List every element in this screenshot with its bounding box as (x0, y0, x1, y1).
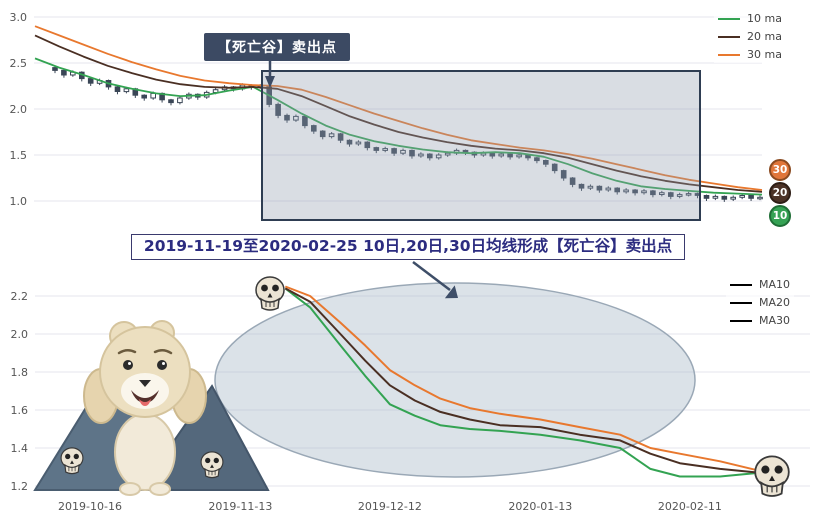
callout-arrow-icon (265, 61, 275, 88)
legend-label-30ma: 30 ma (747, 48, 782, 61)
legend-item-20ma: 20 ma (718, 30, 782, 43)
ma20-end-badge: 20 (769, 182, 791, 204)
bottom-ma10-line (284, 287, 760, 478)
ma10-line (34, 57, 763, 196)
y-tick-label: 2.0 (11, 328, 29, 341)
summary-banner: 2019-11-19至2020-02-25 10日,20日,30日均线形成【死亡… (0, 234, 816, 260)
ma10-line-swatch (730, 283, 752, 286)
x-tick-label: 2020-02-11 (658, 500, 722, 513)
legend-label-ma10: MA10 (759, 278, 791, 291)
y-tick-label: 3.0 (10, 11, 28, 24)
bottom-ma20-line (284, 287, 760, 474)
y-tick-label: 2.5 (10, 57, 28, 70)
banner-arrow-icon (412, 261, 458, 299)
x-tick-label: 2019-10-16 (58, 500, 122, 513)
ma20-line-swatch (718, 35, 740, 38)
y-tick-label: 1.2 (11, 480, 29, 493)
bottom-ma30-line (284, 285, 760, 472)
top-chart-legend: 10 ma 20 ma 30 ma (714, 10, 786, 63)
death-valley-ellipse-highlight (214, 282, 696, 478)
bottom-chart-legend: MA10 MA20 MA30 (726, 276, 795, 329)
bottom-gridlines: 2.2 2.0 1.8 1.6 1.4 1.2 2019-10-16 2019-11-13 20… (11, 290, 810, 513)
ma10-end-badge: 10 (769, 205, 791, 227)
legend-item-ma10: MA10 (730, 278, 790, 291)
skull-icon (200, 451, 224, 479)
ma30-end-badge: 30 (769, 159, 791, 181)
legend-item-ma20: MA20 (730, 296, 790, 309)
ma20-line (34, 34, 763, 193)
bottom-chart: 2.2 2.0 1.8 1.6 1.4 1.2 2019-10-16 2019-11-13 20… (0, 260, 816, 521)
y-tick-label: 1.6 (11, 404, 29, 417)
x-tick-label: 2019-12-12 (358, 500, 422, 513)
x-tick-label: 2020-01-13 (508, 500, 572, 513)
top-chart-svg: 3.0 2.5 2.0 1.5 1.0 (10, 11, 763, 221)
legend-label-ma20: MA20 (759, 296, 791, 309)
death-valley-callout-label: 【死亡谷】卖出点 (217, 40, 337, 56)
death-valley-callout: 【死亡谷】卖出点 (204, 33, 350, 61)
poodle-dog-icon (83, 320, 207, 496)
legend-label-ma30: MA30 (759, 314, 791, 327)
death-valley-highlight-region (261, 70, 701, 221)
legend-item-ma30: MA30 (730, 314, 790, 327)
legend-item-10ma: 10 ma (718, 12, 782, 25)
ma30-line-swatch (718, 53, 740, 56)
y-tick-label: 1.5 (10, 149, 28, 162)
skull-icon (754, 455, 790, 497)
ma30-line (34, 25, 763, 191)
y-tick-label: 2.0 (10, 103, 28, 116)
ma20-line-swatch (730, 301, 752, 304)
y-tick-label: 1.4 (11, 442, 29, 455)
top-chart: 3.0 2.5 2.0 1.5 1.0 【死亡谷】卖出点 10 ma 20 ma 30 … (0, 0, 816, 234)
y-tick-label: 2.2 (11, 290, 29, 303)
x-tick-label: 2019-11-13 (208, 500, 272, 513)
legend-label-10ma: 10 ma (747, 12, 782, 25)
summary-banner-text: 2019-11-19至2020-02-25 10日,20日,30日均线形成【死亡… (130, 234, 686, 260)
y-tick-label: 1.0 (10, 195, 28, 208)
ma30-line-swatch (730, 319, 752, 322)
legend-item-30ma: 30 ma (718, 48, 782, 61)
skull-icon (60, 447, 84, 475)
y-tick-label: 1.8 (11, 366, 29, 379)
top-gridlines: 3.0 2.5 2.0 1.5 1.0 (10, 11, 762, 208)
legend-label-20ma: 20 ma (747, 30, 782, 43)
bottom-chart-svg: 2.2 2.0 1.8 1.6 1.4 1.2 2019-10-16 2019-11-13 20… (11, 261, 810, 513)
skull-icon (255, 276, 285, 311)
ma10-line-swatch (718, 17, 740, 20)
